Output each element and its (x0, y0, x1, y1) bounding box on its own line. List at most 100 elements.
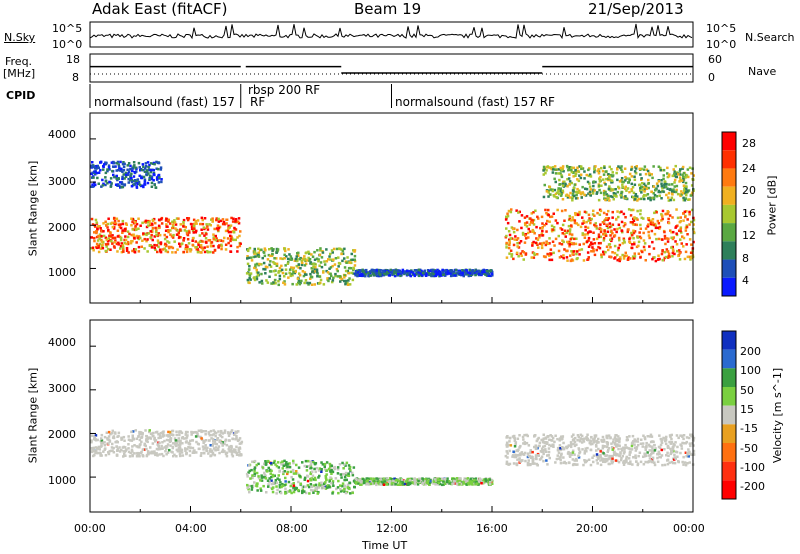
data-cell (600, 255, 603, 259)
data-cell (415, 269, 418, 272)
data-cell (280, 485, 283, 489)
data-cell (114, 222, 118, 226)
data-cell (661, 186, 664, 190)
data-cell (208, 434, 212, 437)
data-cell (582, 221, 586, 224)
data-cell (640, 178, 643, 181)
data-cell (551, 240, 555, 243)
data-cell (292, 461, 295, 465)
data-cell (142, 175, 146, 179)
data-cell (574, 436, 577, 440)
data-cell (667, 217, 670, 221)
data-cell (287, 480, 291, 484)
data-cell (195, 246, 198, 249)
data-cell (672, 168, 675, 171)
data-cell (683, 257, 687, 261)
data-cell (328, 277, 331, 280)
data-cell (186, 238, 190, 241)
data-cell (264, 460, 267, 463)
data-cell (357, 482, 360, 485)
data-cell (289, 470, 293, 474)
data-cell (206, 251, 210, 254)
data-cell (100, 437, 103, 440)
data-cell (522, 438, 525, 441)
data-cell (450, 271, 453, 275)
data-cell (578, 189, 581, 192)
data-cell (630, 208, 633, 212)
data-cell (237, 217, 241, 220)
data-cell (541, 229, 544, 233)
data-cell (262, 261, 266, 265)
data-cell (90, 185, 93, 188)
data-cell (229, 239, 232, 243)
data-cell (679, 178, 682, 182)
data-cell (96, 164, 99, 168)
data-cell (191, 439, 194, 442)
data-cell (585, 436, 589, 439)
data-cell (402, 270, 405, 273)
data-cell (471, 269, 474, 272)
data-cell (169, 444, 172, 447)
data-cell (691, 442, 694, 445)
data-cell (570, 224, 573, 227)
data-cell (117, 223, 121, 226)
data-cell (417, 477, 421, 481)
data-cell (266, 258, 270, 261)
data-cell (102, 222, 105, 225)
data-cell (292, 472, 296, 475)
data-cell (198, 240, 202, 243)
data-cell (117, 431, 121, 435)
data-cell (602, 233, 605, 236)
data-cell (190, 430, 193, 434)
data-cell (318, 253, 322, 256)
data-cell (251, 460, 254, 463)
nsky-label: N.Sky (4, 31, 36, 44)
data-cell (182, 437, 186, 440)
data-cell (672, 449, 675, 453)
data-cell (310, 275, 313, 279)
data-cell (343, 274, 346, 277)
data-cell (376, 479, 380, 483)
data-cell (620, 196, 623, 199)
data-cell (195, 229, 198, 233)
data-cell (596, 169, 599, 173)
data-cell (275, 262, 279, 266)
data-cell (189, 446, 192, 449)
data-cell (262, 484, 265, 488)
data-cell (540, 227, 544, 230)
data-cell (521, 435, 525, 439)
data-cell (525, 221, 529, 224)
data-cell (277, 283, 280, 287)
data-cell (296, 253, 299, 257)
data-cell (144, 167, 147, 170)
data-cell (548, 242, 551, 245)
data-cell (682, 171, 686, 175)
data-cell (324, 476, 328, 480)
data-cell (100, 442, 103, 445)
data-cell (137, 454, 140, 458)
data-cell (308, 492, 311, 495)
data-cell (435, 481, 438, 485)
data-cell (255, 275, 259, 279)
data-cell (670, 437, 673, 441)
data-cell (113, 222, 116, 226)
data-cell (312, 265, 315, 269)
data-cell (140, 435, 144, 439)
data-cell (257, 271, 260, 274)
data-cell (91, 223, 95, 226)
data-cell (151, 168, 154, 172)
data-cell (429, 479, 432, 483)
data-cell (597, 437, 600, 441)
data-cell (653, 463, 657, 467)
data-cell (359, 269, 362, 272)
data-cell (615, 217, 618, 221)
data-cell (629, 460, 632, 463)
data-cell (113, 220, 117, 223)
data-cell (442, 480, 445, 483)
data-cell (117, 168, 120, 172)
data-cell (530, 212, 533, 215)
data-cell (200, 429, 203, 432)
data-cell (542, 173, 545, 176)
data-cell (437, 483, 440, 486)
data-cell (165, 445, 169, 448)
